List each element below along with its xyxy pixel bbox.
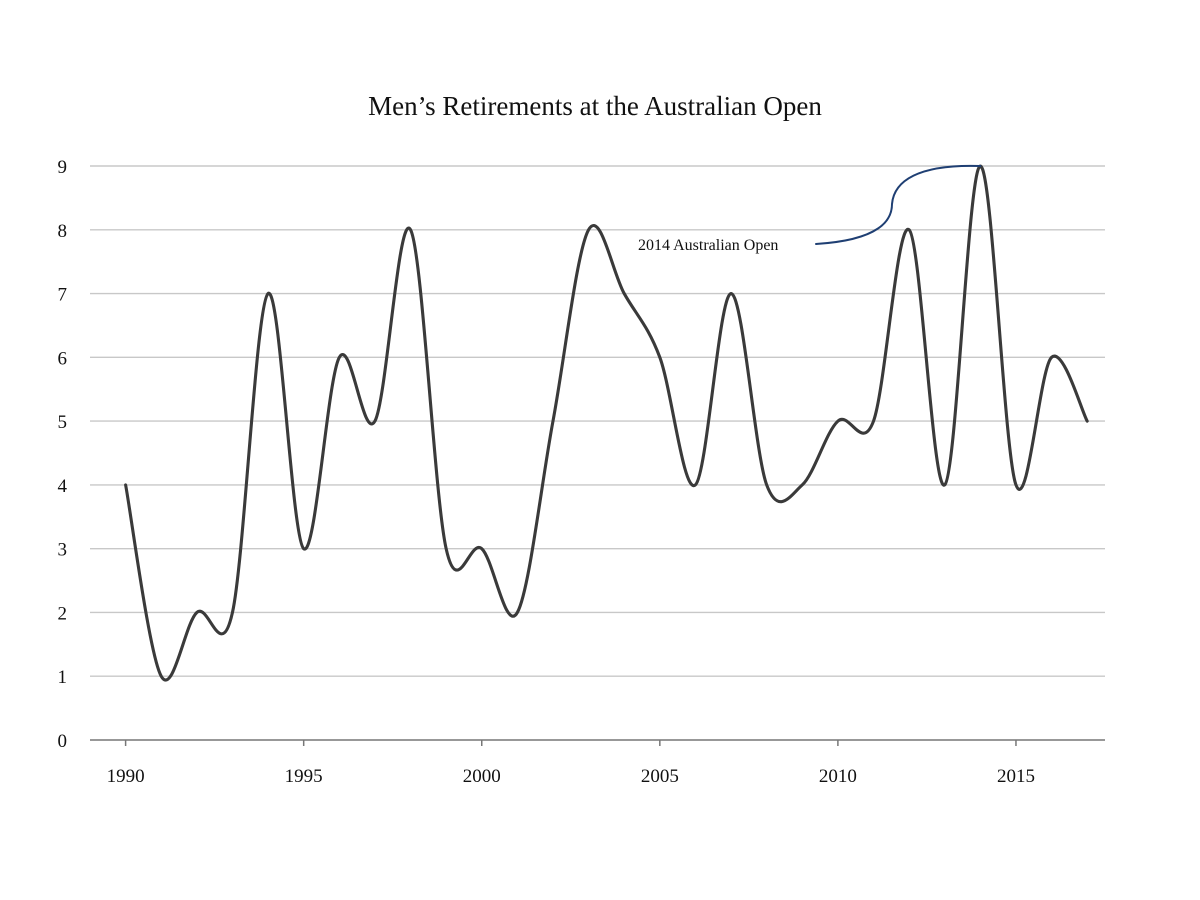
x-tick-label-2005: 2005 — [641, 766, 679, 787]
chart-title: Men’s Retirements at the Australian Open — [368, 91, 822, 121]
data-point-2012 — [905, 226, 913, 234]
y-tick-label-3: 3 — [58, 540, 68, 561]
y-tick-label-4: 4 — [58, 476, 68, 497]
x-tick-label-1990: 1990 — [107, 766, 145, 787]
tick-label-layer: 0 1 2 3 4 5 6 7 8 9 1990 1995 2000 2005 2010 2015 — [58, 157, 1035, 787]
y-tick-label-7: 7 — [58, 285, 68, 306]
data-point-2001 — [513, 608, 521, 616]
data-point-2005 — [656, 353, 664, 361]
x-tick-label-2015: 2015 — [997, 766, 1035, 787]
annotation-label-2014-australian-open: 2014 Australian Open — [638, 237, 778, 254]
y-tick-label-6: 6 — [58, 348, 68, 369]
y-tick-label-1: 1 — [58, 667, 68, 688]
data-point-1990 — [122, 481, 130, 489]
data-point-1993 — [228, 608, 236, 616]
series-layer — [122, 164, 1091, 682]
data-point-1994 — [264, 290, 272, 298]
data-point-1999 — [442, 545, 450, 553]
data-point-2017 — [1083, 417, 1091, 425]
x-tick-label-2000: 2000 — [463, 766, 501, 787]
retirements-series-line-0 — [124, 164, 1089, 682]
data-point-2010 — [834, 417, 842, 425]
data-point-2003 — [585, 226, 593, 234]
axis-layer — [90, 739, 1105, 746]
data-point-2008 — [763, 481, 771, 489]
data-point-2009 — [798, 481, 806, 489]
data-point-2004 — [620, 290, 628, 298]
y-tick-label-0: 0 — [58, 731, 68, 752]
data-point-2007 — [727, 290, 735, 298]
data-point-2002 — [549, 417, 557, 425]
y-tick-label-5: 5 — [58, 412, 68, 433]
data-point-1992 — [193, 608, 201, 616]
data-point-2000 — [478, 545, 486, 553]
data-point-2013 — [941, 481, 949, 489]
data-point-2006 — [691, 481, 699, 489]
y-tick-label-2: 2 — [58, 603, 68, 624]
y-tick-label-9: 9 — [58, 157, 68, 178]
x-tick-label-2010: 2010 — [819, 766, 857, 787]
data-point-1996 — [335, 353, 343, 361]
data-point-2015 — [1012, 481, 1020, 489]
data-point-1995 — [300, 545, 308, 553]
data-point-2011 — [870, 417, 878, 425]
grid-layer — [90, 165, 1105, 677]
data-point-1997 — [371, 417, 379, 425]
data-point-1998 — [407, 226, 415, 234]
annotation-connector-line — [815, 164, 982, 245]
data-point-2016 — [1048, 353, 1056, 361]
annotation-layer: 2014 Australian Open — [638, 164, 982, 254]
y-tick-label-8: 8 — [58, 221, 68, 242]
data-point-1991 — [157, 672, 165, 680]
x-tick-label-1995: 1995 — [285, 766, 323, 787]
